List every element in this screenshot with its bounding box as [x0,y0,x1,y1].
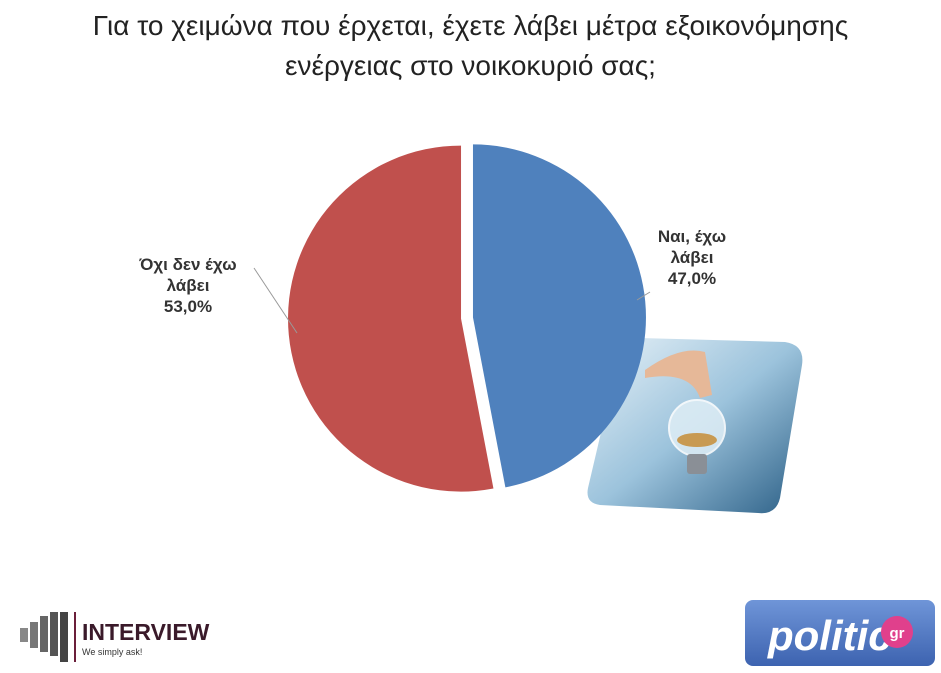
logo-tagline: We simply ask! [82,647,142,657]
pie-slice [288,145,494,492]
interview-logo: INTERVIEW We simply ask! [20,612,210,662]
politic-logo: politic gr [745,600,935,666]
value-label: 53,0% [163,297,213,316]
leader-line [636,291,651,301]
category-label: Ναι, έχω λάβει [657,227,727,267]
value-label: 47,0% [667,269,717,288]
logo-name: INTERVIEW [82,619,210,645]
leader-line [253,267,298,334]
category-label: Όχι δεν έχω λάβει [139,255,237,295]
photo [587,338,803,514]
logo-name: politic [767,612,892,659]
logo-suffix: gr [890,625,905,642]
pie-slice [472,144,646,488]
chart-title: Για το χειμώνα που έρχεται, έχετε λάβει … [92,10,849,81]
